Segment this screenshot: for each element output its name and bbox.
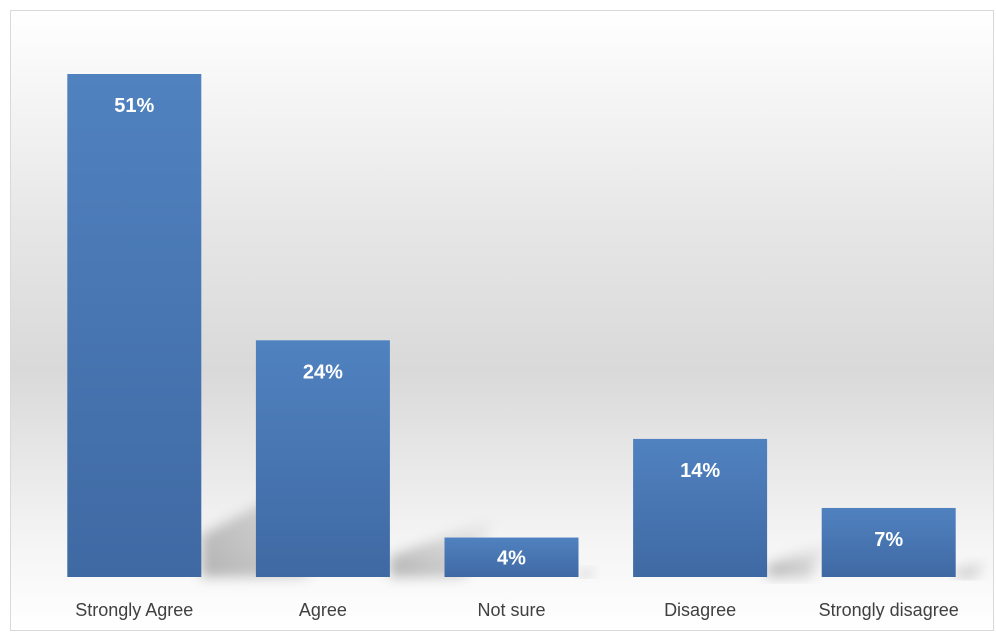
bar-shadow-disagree xyxy=(767,542,830,577)
bar-agree xyxy=(255,340,390,577)
bar-not-sure xyxy=(444,537,579,577)
category-label-not-sure: Not sure xyxy=(477,600,545,620)
value-label-not-sure: 4% xyxy=(497,547,526,569)
bar-shadow-not-sure xyxy=(578,567,597,577)
value-label-strongly-agree: 51% xyxy=(114,95,154,117)
value-label-agree: 24% xyxy=(303,361,343,383)
bar-disagree xyxy=(633,438,768,577)
value-labels: 51% 24% 4% 14% 7% xyxy=(114,95,903,569)
category-label-disagree: Disagree xyxy=(664,600,736,620)
category-labels: Strongly Agree Agree Not sure Disagree Stron… xyxy=(75,600,958,620)
value-label-strongly-disagree: 7% xyxy=(874,529,903,551)
value-label-disagree: 14% xyxy=(680,460,720,482)
bars xyxy=(67,74,956,577)
category-label-strongly-disagree: Strongly disagree xyxy=(819,600,959,620)
category-label-agree: Agree xyxy=(299,600,347,620)
bar-shadow-strongly-disagree xyxy=(955,559,987,577)
category-label-strongly-agree: Strongly Agree xyxy=(75,600,193,620)
bar-strongly-agree xyxy=(67,74,202,577)
bar-strongly-disagree xyxy=(821,507,956,577)
